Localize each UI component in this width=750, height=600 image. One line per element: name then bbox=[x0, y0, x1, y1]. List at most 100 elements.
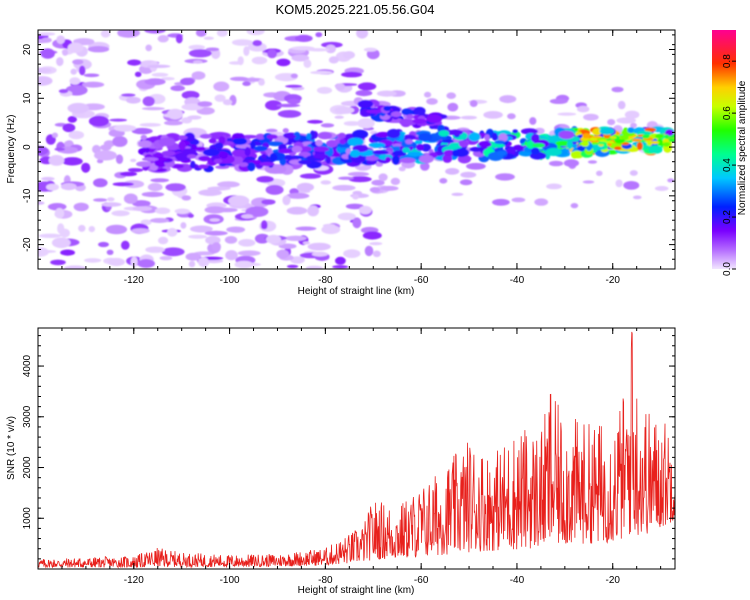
noise-blob bbox=[629, 170, 638, 176]
ridge-blob bbox=[442, 139, 454, 144]
noise-blob bbox=[38, 201, 45, 205]
noise-blob bbox=[188, 44, 206, 50]
noise-blob bbox=[577, 105, 590, 113]
noise-blob bbox=[131, 228, 150, 234]
noise-blob bbox=[145, 44, 152, 52]
noise-blob bbox=[335, 256, 346, 265]
noise-blob bbox=[307, 119, 323, 124]
snr-frame bbox=[37, 327, 676, 570]
noise-blob bbox=[242, 81, 251, 86]
noise-blob bbox=[107, 197, 115, 202]
ridge-blob bbox=[158, 137, 176, 147]
ridge-blob bbox=[244, 146, 251, 157]
ridge-blob bbox=[232, 133, 243, 139]
ridge-blob bbox=[313, 146, 330, 152]
noise-blob bbox=[158, 236, 169, 245]
noise-blob bbox=[398, 166, 406, 172]
ridge-blob bbox=[293, 131, 301, 141]
noise-blob bbox=[228, 195, 250, 207]
noise-blob bbox=[38, 32, 56, 36]
noise-blob bbox=[181, 195, 192, 201]
noise-blob bbox=[447, 102, 459, 112]
noise-blob bbox=[369, 187, 381, 193]
noise-blob bbox=[170, 85, 185, 92]
noise-blob bbox=[335, 83, 346, 91]
noise-blob bbox=[352, 217, 362, 229]
noise-blob bbox=[69, 77, 81, 85]
noise-blob bbox=[231, 39, 253, 46]
ridge-core-blob bbox=[597, 141, 607, 145]
noise-blob bbox=[341, 71, 363, 78]
noise-blob bbox=[295, 226, 317, 231]
x-tick-label: -80 bbox=[318, 275, 333, 286]
ridge-blob bbox=[253, 145, 268, 152]
noise-blob bbox=[137, 259, 155, 268]
noise-blob bbox=[278, 243, 297, 249]
noise-blob bbox=[150, 218, 170, 223]
ridge-blob bbox=[269, 153, 278, 162]
noise-blob bbox=[633, 195, 642, 200]
noise-blob bbox=[243, 262, 261, 267]
noise-blob bbox=[299, 173, 322, 179]
ridge-blob bbox=[197, 164, 209, 169]
noise-blob bbox=[41, 37, 52, 43]
y-tick-label: 4000 bbox=[22, 354, 33, 377]
ridge-blob bbox=[368, 142, 386, 148]
noise-blob bbox=[139, 123, 161, 127]
noise-blob bbox=[161, 77, 175, 81]
noise-blob bbox=[251, 56, 268, 65]
noise-blob bbox=[469, 100, 478, 107]
ridge-blob bbox=[317, 131, 333, 140]
ridge-blob bbox=[218, 136, 226, 145]
ridge-core-blob bbox=[582, 133, 591, 139]
noise-blob bbox=[73, 202, 89, 212]
ridge-blob bbox=[278, 148, 294, 154]
noise-blob bbox=[181, 103, 204, 111]
noise-blob bbox=[60, 183, 77, 191]
noise-blob bbox=[106, 249, 114, 255]
noise-blob bbox=[623, 181, 640, 190]
noise-blob bbox=[570, 203, 579, 209]
noise-blob bbox=[100, 30, 111, 38]
noise-blob bbox=[180, 222, 187, 229]
noise-blob bbox=[60, 249, 75, 256]
noise-blob bbox=[332, 184, 356, 191]
ridge-blob bbox=[247, 162, 256, 172]
ridge-blob bbox=[520, 128, 538, 135]
noise-blob bbox=[209, 218, 220, 222]
noise-blob bbox=[72, 59, 84, 65]
ridge-blob bbox=[390, 146, 404, 151]
noise-blob bbox=[343, 121, 361, 126]
noise-blob bbox=[164, 120, 183, 126]
noise-blob bbox=[159, 256, 173, 261]
noise-blob bbox=[54, 207, 65, 219]
noise-blob bbox=[79, 65, 86, 76]
noise-blob bbox=[265, 100, 282, 111]
snr-ylabel: SNR (10 * v/v) bbox=[6, 416, 17, 480]
ridge-blob bbox=[530, 147, 540, 155]
noise-blob bbox=[305, 265, 323, 269]
noise-blob bbox=[167, 108, 184, 120]
noise-blob bbox=[134, 71, 142, 78]
noise-blob bbox=[286, 192, 310, 199]
noise-blob bbox=[310, 70, 333, 75]
ridge-blob bbox=[478, 141, 492, 148]
noise-blob bbox=[56, 35, 65, 44]
noise-blob bbox=[316, 86, 333, 94]
ridge-blob bbox=[614, 146, 622, 150]
ridge-blob bbox=[199, 133, 212, 139]
noise-blob bbox=[290, 73, 298, 79]
noise-blob bbox=[198, 189, 222, 196]
noise-blob bbox=[132, 200, 151, 207]
noise-blob bbox=[345, 203, 364, 210]
upper-branch-blob bbox=[383, 105, 392, 112]
noise-blob bbox=[286, 206, 308, 215]
noise-blob bbox=[348, 176, 372, 183]
ridge-blob bbox=[339, 138, 346, 145]
noise-blob bbox=[130, 256, 138, 268]
ridge-blob bbox=[142, 157, 159, 162]
noise-blob bbox=[167, 227, 178, 237]
noise-blob bbox=[213, 81, 230, 92]
ridge-blob bbox=[627, 127, 635, 134]
